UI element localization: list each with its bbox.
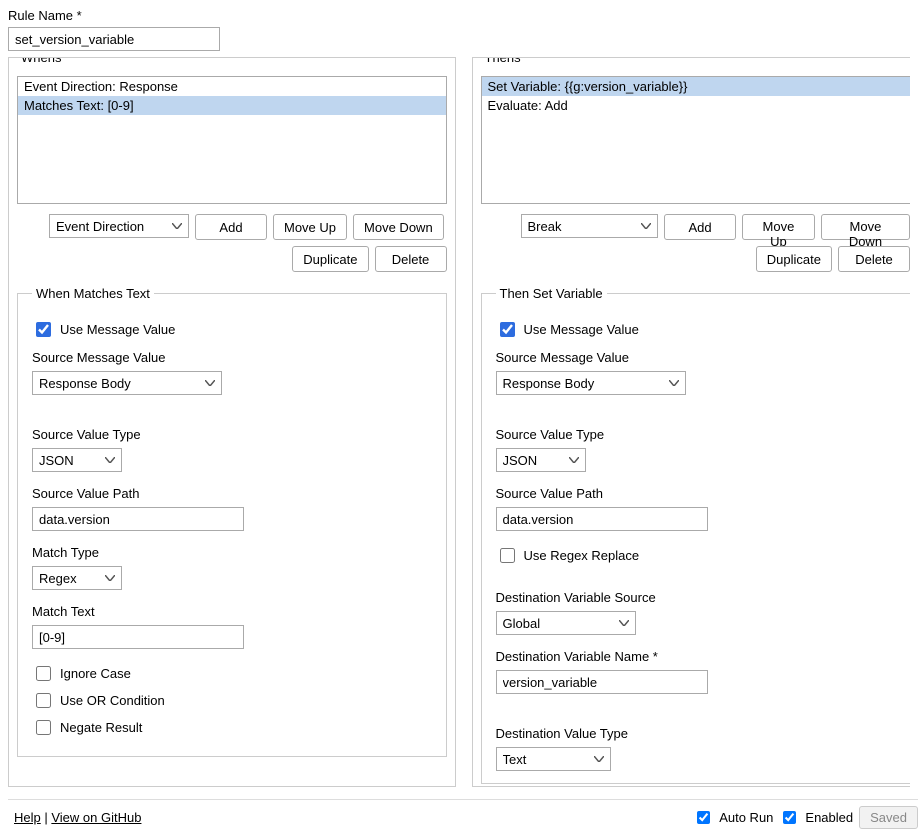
then-use-message-value-checkbox[interactable]: [500, 322, 515, 337]
when-source-value-type-label: Source Value Type: [32, 427, 432, 442]
when-detail-legend: When Matches Text: [32, 286, 154, 301]
whens-duplicate-button[interactable]: Duplicate: [292, 246, 368, 272]
auto-run-checkbox[interactable]: [697, 811, 710, 824]
when-negate-label: Negate Result: [60, 720, 142, 735]
when-use-or-checkbox[interactable]: [36, 693, 51, 708]
then-dest-var-source-label: Destination Variable Source: [496, 590, 897, 605]
rule-name-input[interactable]: [8, 27, 220, 51]
github-link[interactable]: View on GitHub: [51, 810, 141, 825]
then-dest-value-type-select[interactable]: Text: [496, 747, 611, 771]
whens-type-select[interactable]: Event Direction: [49, 214, 189, 238]
when-use-message-value-label: Use Message Value: [60, 322, 175, 337]
whens-list[interactable]: Event Direction: Response Matches Text: …: [17, 76, 447, 204]
then-dest-var-name-label: Destination Variable Name *: [496, 649, 897, 664]
when-ignore-case-label: Ignore Case: [60, 666, 131, 681]
when-detail-panel: When Matches Text Use Message Value Sour…: [17, 286, 447, 757]
thens-title: Thens: [481, 57, 525, 65]
list-item[interactable]: Set Variable: {{g:version_variable}}: [482, 77, 911, 96]
when-match-text-label: Match Text: [32, 604, 432, 619]
list-item[interactable]: Event Direction: Response: [18, 77, 446, 96]
whens-movedown-button[interactable]: Move Down: [353, 214, 444, 240]
then-use-message-value-label: Use Message Value: [524, 322, 639, 337]
then-dest-var-source-select[interactable]: Global: [496, 611, 636, 635]
thens-list[interactable]: Set Variable: {{g:version_variable}} Eva…: [481, 76, 911, 204]
whens-delete-button[interactable]: Delete: [375, 246, 447, 272]
then-source-value-type-select[interactable]: JSON: [496, 448, 586, 472]
when-source-value-path-label: Source Value Path: [32, 486, 432, 501]
rule-name-label: Rule Name *: [8, 8, 910, 23]
whens-title: Whens: [17, 57, 65, 65]
when-match-type-label: Match Type: [32, 545, 432, 560]
saved-button: Saved: [859, 806, 918, 829]
then-use-regex-replace-label: Use Regex Replace: [524, 548, 640, 563]
when-use-or-label: Use OR Condition: [60, 693, 165, 708]
enabled-checkbox[interactable]: [783, 811, 796, 824]
then-dest-var-name-input[interactable]: [496, 670, 708, 694]
when-ignore-case-checkbox[interactable]: [36, 666, 51, 681]
then-source-value-path-input[interactable]: [496, 507, 708, 531]
thens-add-button[interactable]: Add: [664, 214, 736, 240]
whens-panel: Whens Event Direction: Response Matches …: [8, 57, 456, 787]
then-detail-legend: Then Set Variable: [496, 286, 607, 301]
auto-run-label: Auto Run: [719, 810, 773, 825]
when-source-value-type-select[interactable]: JSON: [32, 448, 122, 472]
then-use-regex-replace-checkbox[interactable]: [500, 548, 515, 563]
whens-add-button[interactable]: Add: [195, 214, 267, 240]
when-source-msg-value-select[interactable]: Response Body: [32, 371, 222, 395]
list-item[interactable]: Matches Text: [0-9]: [18, 96, 446, 115]
help-link[interactable]: Help: [14, 810, 41, 825]
when-negate-checkbox[interactable]: [36, 720, 51, 735]
then-source-msg-value-select[interactable]: Response Body: [496, 371, 686, 395]
thens-duplicate-button[interactable]: Duplicate: [756, 246, 832, 272]
when-match-text-input[interactable]: [32, 625, 244, 649]
when-use-message-value-checkbox[interactable]: [36, 322, 51, 337]
then-detail-panel: Then Set Variable Use Message Value Sour…: [481, 286, 911, 784]
thens-type-select[interactable]: Break: [521, 214, 659, 238]
thens-delete-button[interactable]: Delete: [838, 246, 910, 272]
thens-moveup-button[interactable]: Move Up: [742, 214, 815, 240]
whens-moveup-button[interactable]: Move Up: [273, 214, 347, 240]
when-match-type-select[interactable]: Regex: [32, 566, 122, 590]
then-source-value-path-label: Source Value Path: [496, 486, 897, 501]
when-source-value-path-input[interactable]: [32, 507, 244, 531]
thens-movedown-button[interactable]: Move Down: [821, 214, 910, 240]
when-source-msg-value-label: Source Message Value: [32, 350, 432, 365]
thens-panel: Thens Set Variable: {{g:version_variable…: [472, 57, 911, 787]
enabled-label: Enabled: [805, 810, 853, 825]
then-dest-value-type-label: Destination Value Type: [496, 726, 897, 741]
footer-sep: |: [41, 810, 52, 825]
then-source-msg-value-label: Source Message Value: [496, 350, 897, 365]
then-source-value-type-label: Source Value Type: [496, 427, 897, 442]
list-item[interactable]: Evaluate: Add: [482, 96, 911, 115]
